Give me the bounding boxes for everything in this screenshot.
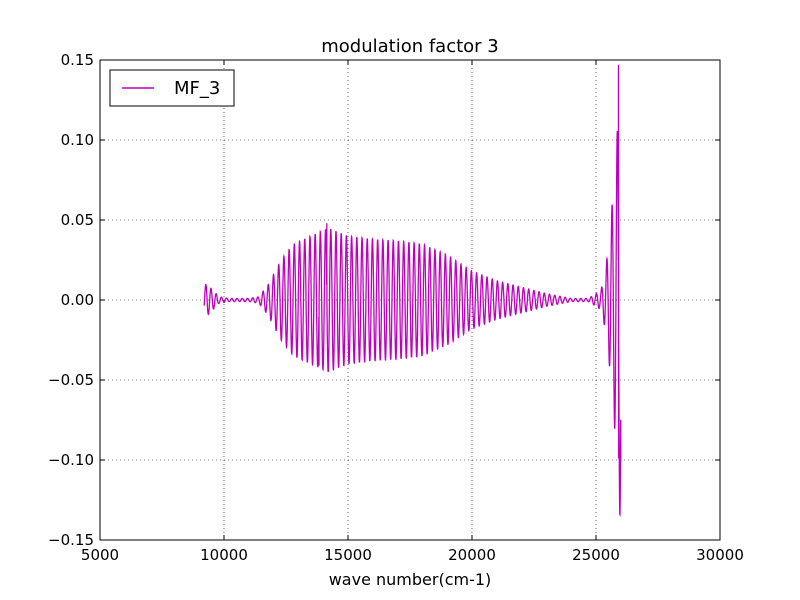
x-tick-label: 30000: [696, 546, 744, 564]
x-tick-label: 15000: [324, 546, 372, 564]
y-tick-label: −0.05: [48, 371, 94, 389]
y-tick-label: 0.15: [61, 51, 94, 69]
y-tick-label: −0.15: [48, 531, 94, 549]
legend-label-mf3: MF_3: [174, 78, 220, 99]
x-tick-label: 5000: [81, 546, 119, 564]
y-tick-label: 0.00: [61, 291, 94, 309]
series-mf3-line: [203, 64, 622, 517]
x-tick-label: 25000: [572, 546, 620, 564]
x-axis-label: wave number(cm-1): [329, 570, 492, 589]
axis-ticks: 5000 10000 15000 20000 25000 30000 −0.15 −0.10 −…: [48, 51, 744, 564]
x-tick-label: 10000: [200, 546, 248, 564]
y-tick-label: −0.10: [48, 451, 94, 469]
legend: MF_3: [109, 69, 235, 107]
series-line-mf3: [203, 64, 622, 517]
y-tick-label: 0.10: [61, 131, 94, 149]
chart-title: modulation factor 3: [321, 36, 499, 57]
x-tick-label: 20000: [448, 546, 496, 564]
y-tick-label: 0.05: [61, 211, 94, 229]
